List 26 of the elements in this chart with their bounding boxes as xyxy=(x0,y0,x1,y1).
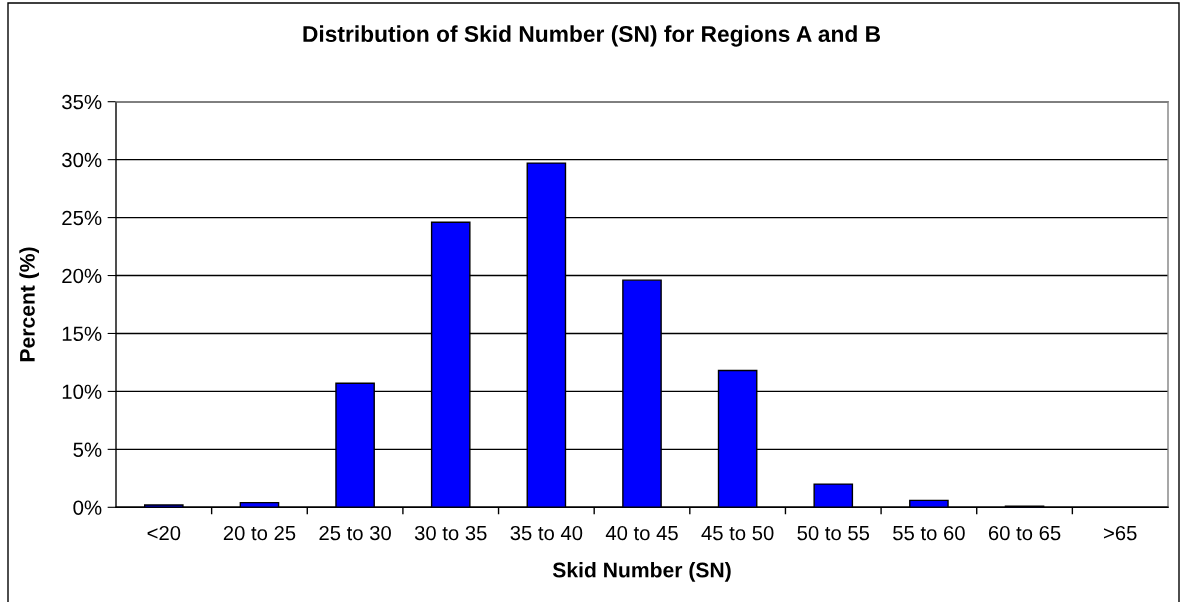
x-tick-label: 45 to 50 xyxy=(701,525,774,541)
y-tick-label: 20% xyxy=(62,268,102,284)
x-tick-label: 20 to 25 xyxy=(223,525,296,541)
y-tick-label: 0% xyxy=(73,500,102,515)
bar xyxy=(239,501,280,508)
x-axis-title: Skid Number (SN) xyxy=(552,562,731,582)
x-tick-label: 35 to 40 xyxy=(510,525,583,541)
y-tick-label: 5% xyxy=(73,442,102,457)
y-tick-label: 30% xyxy=(62,152,102,168)
x-tick-label: 25 to 30 xyxy=(319,525,391,541)
bar xyxy=(143,504,184,508)
x-tick-label: 40 to 45 xyxy=(605,525,678,541)
y-tick-label: 25% xyxy=(62,210,102,226)
x-tick-label: 55 to 60 xyxy=(893,525,965,541)
y-tick-label: 15% xyxy=(62,326,102,342)
x-tick-label: 30 to 35 xyxy=(414,525,487,541)
y-tick-label: 35% xyxy=(62,94,102,110)
bar xyxy=(813,483,854,508)
y-tick-label: 10% xyxy=(62,384,102,400)
x-tick-label: 60 to 65 xyxy=(988,525,1061,541)
x-tick-label: <20 xyxy=(147,525,181,541)
x-tick-label: >65 xyxy=(1103,525,1137,541)
chart-title: Distribution of Skid Number (SN) for Regions A and B xyxy=(303,25,881,47)
x-tick-label: 50 to 55 xyxy=(797,525,870,541)
bar xyxy=(909,499,949,508)
y-axis-title: Percent (%) xyxy=(19,247,39,362)
